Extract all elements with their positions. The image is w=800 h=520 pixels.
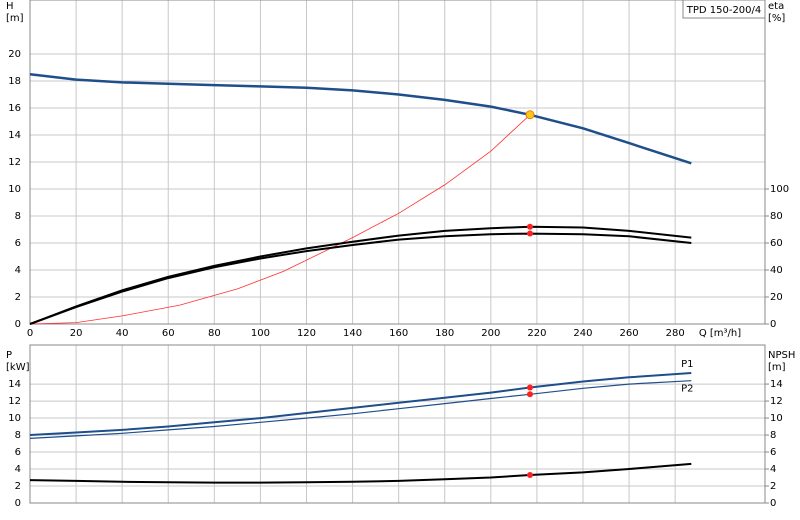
y2-tick-label: 10 bbox=[770, 413, 783, 424]
y2-tick-label: 60 bbox=[770, 238, 783, 249]
model-box bbox=[682, 0, 766, 19]
model-label: TPD 150-200/4 bbox=[686, 5, 762, 16]
x-tick-label: 80 bbox=[208, 328, 221, 339]
x-tick-label: 260 bbox=[620, 328, 639, 339]
operating-point bbox=[526, 391, 533, 398]
y2-tick-label: 0 bbox=[770, 498, 776, 509]
x-tick-label: 280 bbox=[666, 328, 685, 339]
curve bbox=[29, 225, 692, 325]
y2-tick-label: 2 bbox=[770, 481, 776, 492]
operating-point bbox=[525, 110, 535, 120]
x-tick-label: 20 bbox=[70, 328, 83, 339]
y2-unit: [m] bbox=[768, 362, 786, 373]
y2-tick-label: 4 bbox=[770, 464, 776, 475]
y-tick-label: 6 bbox=[15, 447, 21, 458]
y-unit: [m] bbox=[6, 13, 24, 24]
curve bbox=[29, 114, 531, 325]
x-tick-label: 140 bbox=[343, 328, 362, 339]
y-tick-label: 10 bbox=[8, 184, 21, 195]
y2-tick-label: 0 bbox=[770, 319, 776, 330]
y-unit: [kW] bbox=[6, 362, 30, 373]
y-label: H bbox=[6, 1, 14, 12]
y-tick-label: 8 bbox=[15, 211, 21, 222]
y-tick-label: 4 bbox=[15, 265, 21, 276]
x-tick-label: 160 bbox=[389, 328, 408, 339]
y2-tick-label: 12 bbox=[770, 396, 783, 407]
x-tick-label: 0 bbox=[27, 328, 33, 339]
y-tick-label: 20 bbox=[8, 49, 21, 60]
curve bbox=[29, 372, 692, 436]
y-label: P bbox=[6, 350, 12, 361]
y-tick-label: 0 bbox=[15, 319, 21, 330]
operating-point bbox=[526, 230, 533, 237]
y2-tick-label: 20 bbox=[770, 292, 783, 303]
y2-label: NPSH bbox=[768, 350, 795, 361]
x-tick-label: 120 bbox=[297, 328, 316, 339]
y-tick-label: 16 bbox=[8, 103, 21, 114]
y-tick-label: 12 bbox=[8, 157, 21, 168]
curve bbox=[29, 232, 692, 325]
curve bbox=[29, 462, 692, 484]
y-tick-label: 2 bbox=[15, 481, 21, 492]
operating-point bbox=[526, 384, 533, 391]
x-tick-label: 220 bbox=[527, 328, 546, 339]
x-label: Q [m³/h] bbox=[699, 328, 741, 339]
y-tick-label: 2 bbox=[15, 292, 21, 303]
curve bbox=[29, 380, 692, 439]
x-tick-label: 200 bbox=[481, 328, 500, 339]
operating-point bbox=[526, 223, 533, 230]
x-tick-label: 60 bbox=[162, 328, 175, 339]
x-tick-label: 180 bbox=[435, 328, 454, 339]
y-tick-label: 6 bbox=[15, 238, 21, 249]
y2-tick-label: 40 bbox=[770, 265, 783, 276]
y2-unit: [%] bbox=[768, 13, 785, 24]
series-label: P1 bbox=[681, 359, 693, 370]
y2-tick-label: 6 bbox=[770, 447, 776, 458]
y2-label: eta bbox=[768, 1, 784, 12]
y-tick-label: 14 bbox=[8, 130, 21, 141]
plot-frame bbox=[29, 344, 766, 504]
operating-point bbox=[526, 471, 533, 478]
y2-tick-label: 100 bbox=[770, 184, 789, 195]
y-tick-label: 8 bbox=[15, 430, 21, 441]
y2-tick-label: 8 bbox=[770, 430, 776, 441]
x-tick-label: 240 bbox=[573, 328, 592, 339]
x-tick-label: 100 bbox=[251, 328, 270, 339]
y-tick-label: 4 bbox=[15, 464, 21, 475]
x-tick-label: 40 bbox=[116, 328, 129, 339]
y-tick-label: 10 bbox=[8, 413, 21, 424]
plot-frame bbox=[29, 0, 766, 325]
y-tick-label: 12 bbox=[8, 396, 21, 407]
y2-tick-label: 14 bbox=[770, 379, 783, 390]
y-tick-label: 14 bbox=[8, 379, 21, 390]
series-label: P2 bbox=[681, 384, 693, 395]
y2-tick-label: 80 bbox=[770, 211, 783, 222]
y-tick-label: 18 bbox=[8, 76, 21, 87]
y-tick-label: 0 bbox=[15, 498, 21, 509]
curve bbox=[29, 73, 692, 165]
